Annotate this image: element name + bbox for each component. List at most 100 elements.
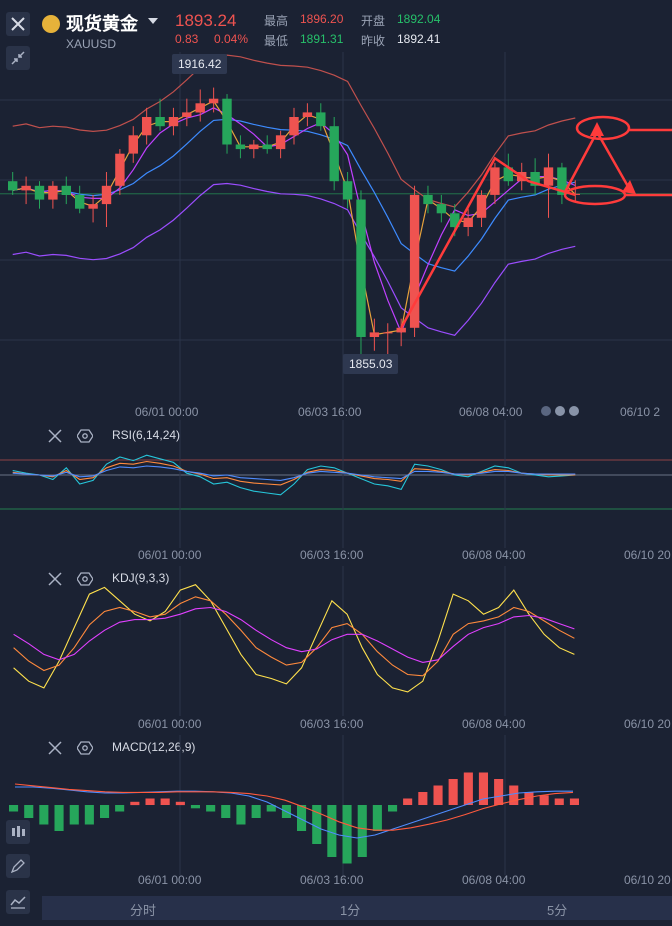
macd-histogram-bar xyxy=(418,792,428,805)
x-tick-label: 06/08 04:00 xyxy=(462,717,526,731)
macd-histogram-bar xyxy=(463,772,473,805)
candle-body xyxy=(48,185,58,200)
macd-histogram-bar xyxy=(448,779,458,805)
x-tick-label: 06/10 20 xyxy=(624,548,671,562)
candles-icon xyxy=(12,826,25,837)
line-chart-icon xyxy=(10,896,26,909)
candle-body xyxy=(476,194,487,218)
x-tick-label: 06/10 2 xyxy=(620,405,661,419)
candle-body xyxy=(34,185,45,200)
macd-histogram-bar xyxy=(266,805,276,812)
macd-line xyxy=(15,786,573,839)
macd-histogram-bar xyxy=(221,805,231,818)
candle-body xyxy=(208,98,219,104)
macd-histogram-bar xyxy=(372,805,382,831)
candle-body xyxy=(369,332,380,337)
candle-body xyxy=(490,167,500,195)
tab-1min[interactable]: 1分 xyxy=(340,903,361,918)
tab-5min[interactable]: 5分 xyxy=(547,903,568,918)
close-macd-icon[interactable] xyxy=(47,741,63,755)
candle-body xyxy=(383,332,393,334)
chevron-down-icon[interactable] xyxy=(148,18,158,26)
high-value: 1896.20 xyxy=(300,12,344,26)
candle-body xyxy=(88,204,98,209)
candle-body xyxy=(530,172,540,186)
candle-body xyxy=(329,126,339,182)
tab-timeshare[interactable]: 分时 xyxy=(130,903,157,918)
macd-histogram-bar xyxy=(130,801,140,806)
page-title[interactable]: 现货黄金 xyxy=(66,14,138,34)
x-tick-label: 06/10 20 xyxy=(624,873,671,887)
fullscreen-button[interactable] xyxy=(6,46,30,70)
draw-tool-button[interactable] xyxy=(6,854,30,878)
candle-body xyxy=(195,103,205,113)
x-tick-label: 06/03 16:00 xyxy=(300,548,364,562)
rsi-line xyxy=(12,460,576,486)
candle-body xyxy=(8,181,18,191)
macd-histogram-bar xyxy=(251,805,261,818)
macd-histogram-bar xyxy=(24,805,34,818)
x-tick-label: 06/01 00:00 xyxy=(138,873,202,887)
candle-body xyxy=(75,194,85,209)
macd-histogram-bar xyxy=(357,805,367,857)
candle-body xyxy=(409,194,420,328)
close-kdj-icon[interactable] xyxy=(47,572,63,586)
drawn-wave-line xyxy=(400,156,576,329)
kdj-chart[interactable] xyxy=(0,566,672,716)
candle-body xyxy=(249,144,259,150)
rsi-label: RSI(6,14,24) xyxy=(112,428,181,442)
candle-body xyxy=(142,117,152,136)
candle-body xyxy=(101,185,112,205)
open-value: 1892.04 xyxy=(397,12,441,26)
candle-body xyxy=(182,112,192,117)
candlestick-chart[interactable] xyxy=(0,52,672,406)
open-label: 开盘 xyxy=(361,14,386,28)
macd-label: MACD(12,26,9) xyxy=(112,740,196,754)
rsi-chart[interactable] xyxy=(0,420,672,548)
candle-body xyxy=(115,153,125,186)
boll-lower-line xyxy=(12,182,576,336)
macd-histogram-bar xyxy=(478,772,488,805)
macd-histogram-bar xyxy=(206,805,216,812)
close-icon xyxy=(11,17,25,31)
candle-body xyxy=(463,217,473,227)
macd-histogram-bar xyxy=(342,805,352,864)
macd-histogram-bar xyxy=(9,805,19,812)
x-tick-label: 06/03 16:00 xyxy=(300,717,364,731)
x-tick-label: 06/03 16:00 xyxy=(300,873,364,887)
macd-histogram-bar xyxy=(327,805,337,857)
scroll-indicator-icon[interactable] xyxy=(539,404,583,418)
drawn-arrow-line xyxy=(563,129,632,193)
macd-histogram-bar xyxy=(115,805,125,812)
candle-body xyxy=(275,135,286,150)
x-tick-label: 06/01 00:00 xyxy=(138,548,202,562)
candle-body xyxy=(235,144,246,150)
max-price-tag: 1916.42 xyxy=(172,54,228,74)
low-value: 1891.31 xyxy=(300,32,344,46)
macd-chart[interactable] xyxy=(0,735,672,875)
candle-body xyxy=(302,112,313,117)
macd-histogram-bar xyxy=(39,805,49,825)
macd-histogram-bar xyxy=(539,795,549,806)
line-tool-button[interactable] xyxy=(6,890,30,914)
close-rsi-icon[interactable] xyxy=(47,429,63,443)
candle-body xyxy=(396,327,406,333)
candle-body xyxy=(543,167,554,186)
macd-histogram-bar xyxy=(433,785,443,805)
close-button[interactable] xyxy=(6,12,30,36)
symbol-code: XAUUSD xyxy=(66,37,117,51)
macd-histogram-bar xyxy=(403,798,413,805)
drawn-arrowhead xyxy=(590,122,604,136)
settings-icon[interactable] xyxy=(77,572,93,586)
macd-histogram-bar xyxy=(236,805,246,825)
settings-icon[interactable] xyxy=(77,741,93,755)
period-tab-bar: 分时 1分 5分 xyxy=(42,896,672,920)
macd-histogram-bar xyxy=(524,792,534,805)
indicator-tool-button[interactable] xyxy=(6,820,30,844)
high-label: 最高 xyxy=(264,14,289,28)
rsi-line xyxy=(12,465,576,481)
gold-coin-icon xyxy=(42,15,60,33)
candle-body xyxy=(557,167,567,195)
settings-icon[interactable] xyxy=(77,429,93,443)
candle-body xyxy=(21,185,31,191)
